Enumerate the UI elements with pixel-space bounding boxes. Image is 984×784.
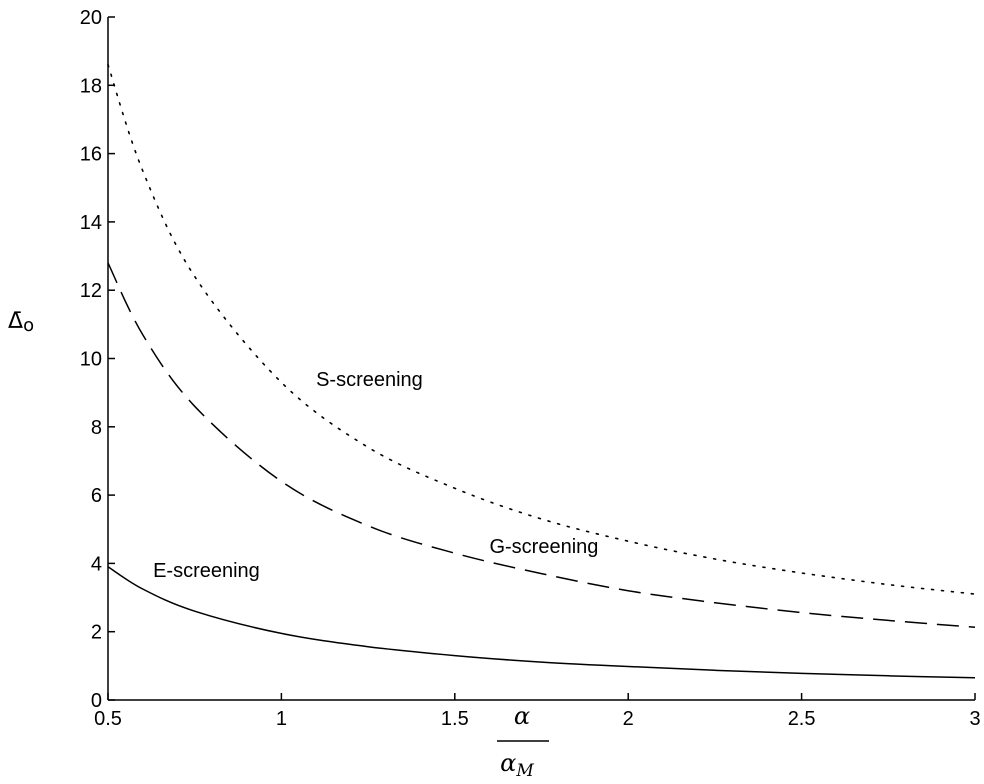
series-line-s-screening xyxy=(107,64,976,595)
y-tick-label: 2 xyxy=(91,622,102,644)
x-ticks: 0.5 1 1.5 2 2.5 3 xyxy=(94,693,981,730)
x-axis-label-denominator: αM xyxy=(500,749,534,781)
annotation-g-screening: G-screening xyxy=(489,536,598,558)
x-axis-label-denominator-symbol: α xyxy=(500,749,516,777)
x-tick-label: 0.5 xyxy=(94,708,122,730)
x-axis-label: α αM xyxy=(497,702,549,781)
y-tick-label: 18 xyxy=(80,75,102,97)
y-tick-label: 10 xyxy=(80,349,102,371)
x-tick-label: 1 xyxy=(276,708,287,730)
annotation-s-screening: S-screening xyxy=(316,369,423,391)
series-line-g-screening xyxy=(107,262,976,629)
y-tick-label: 20 xyxy=(80,7,102,29)
y-axis-label-subscript: o xyxy=(23,315,34,336)
y-axis-label: Δ̄o xyxy=(8,309,34,336)
x-tick-label: 3 xyxy=(969,708,980,730)
x-axis-label-numerator: α xyxy=(514,702,530,730)
x-tick-label: 1.5 xyxy=(441,708,469,730)
y-tick-label: 12 xyxy=(80,280,102,302)
series-layer xyxy=(107,64,976,679)
y-tick-label: 0 xyxy=(91,690,102,712)
y-tick-label: 14 xyxy=(80,212,102,234)
x-tick-label: 2.5 xyxy=(788,708,816,730)
y-tick-label: 16 xyxy=(80,144,102,166)
y-ticks: 0 2 4 6 8 10 12 14 16 18 20 xyxy=(80,7,115,712)
y-tick-label: 8 xyxy=(91,417,102,439)
x-tick-label: 2 xyxy=(623,708,634,730)
y-tick-label: 6 xyxy=(91,485,102,507)
y-tick-label: 4 xyxy=(91,553,102,575)
x-axis-label-denominator-subscript: M xyxy=(515,761,534,781)
annotation-e-screening: E-screening xyxy=(153,560,260,582)
annotation-layer: S-screening G-screening E-screening xyxy=(153,369,598,582)
y-axis-label-main: Δ̄ xyxy=(8,309,23,334)
series-line-e-screening xyxy=(107,566,976,679)
